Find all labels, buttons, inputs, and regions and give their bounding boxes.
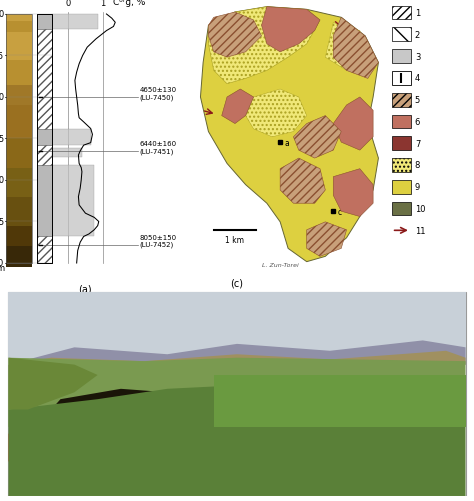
Text: 6440±160
(LU-7451): 6440±160 (LU-7451): [140, 141, 177, 154]
Polygon shape: [333, 18, 378, 79]
Text: 2.5: 2.5: [0, 217, 4, 226]
Polygon shape: [9, 358, 465, 427]
Polygon shape: [209, 13, 262, 58]
Title: (c): (c): [230, 278, 244, 288]
Polygon shape: [74, 406, 214, 427]
Bar: [392, 94, 411, 107]
Text: 8: 8: [415, 161, 420, 170]
Polygon shape: [9, 351, 465, 365]
Polygon shape: [333, 98, 373, 151]
Bar: [37, 15, 52, 30]
Polygon shape: [246, 90, 307, 138]
Bar: [392, 137, 411, 151]
Polygon shape: [9, 386, 465, 496]
Polygon shape: [51, 389, 228, 427]
Text: 1.5: 1.5: [0, 135, 4, 144]
Text: L. Zun-Torei: L. Zun-Torei: [262, 263, 299, 268]
Polygon shape: [325, 24, 368, 71]
Polygon shape: [9, 358, 98, 410]
Bar: [392, 50, 411, 64]
Text: 0.5: 0.5: [0, 52, 4, 61]
Polygon shape: [222, 90, 254, 124]
Text: 7: 7: [415, 139, 420, 148]
Bar: [7, 33, 32, 61]
Bar: [7, 226, 32, 247]
Bar: [7, 106, 32, 139]
Bar: [7, 85, 32, 106]
Bar: [392, 115, 411, 129]
Bar: [7, 15, 32, 22]
Bar: [52, 149, 82, 157]
Text: c: c: [337, 207, 341, 216]
Bar: [392, 72, 411, 86]
Text: a: a: [284, 138, 289, 147]
Bar: [52, 15, 98, 30]
Polygon shape: [333, 169, 373, 217]
Bar: [392, 7, 411, 21]
Bar: [7, 168, 32, 197]
Polygon shape: [293, 116, 341, 159]
Bar: [37, 15, 52, 264]
Text: 3: 3: [415, 53, 420, 62]
Bar: [7, 22, 32, 33]
Bar: [9, 293, 465, 365]
Text: 6: 6: [415, 118, 420, 127]
Bar: [7, 197, 32, 226]
Text: 10: 10: [415, 204, 425, 213]
Polygon shape: [214, 375, 465, 427]
Text: 8050±150
(LU-7452): 8050±150 (LU-7452): [140, 234, 177, 248]
Polygon shape: [280, 159, 325, 204]
Bar: [52, 166, 94, 237]
Text: 1 km: 1 km: [226, 235, 245, 244]
Text: 11: 11: [415, 226, 425, 235]
Text: 1.0: 1.0: [0, 93, 4, 102]
Bar: [392, 159, 411, 172]
Text: Cᵒʳɡ, %: Cᵒʳɡ, %: [113, 0, 146, 7]
Bar: [37, 129, 52, 146]
Bar: [392, 180, 411, 194]
Text: 4650±130
(LU-7450): 4650±130 (LU-7450): [140, 87, 177, 100]
Bar: [7, 139, 32, 168]
Text: 1: 1: [415, 9, 420, 18]
Text: 2: 2: [415, 31, 420, 40]
Bar: [392, 202, 411, 216]
Text: 2.0: 2.0: [0, 176, 4, 185]
Text: 0: 0: [0, 11, 4, 20]
Polygon shape: [201, 8, 378, 262]
Text: 4: 4: [415, 74, 420, 83]
Text: 0: 0: [65, 0, 71, 9]
Text: m: m: [0, 263, 4, 272]
Bar: [392, 29, 411, 42]
Text: 1: 1: [100, 0, 106, 9]
Bar: [7, 61, 32, 85]
Text: 9: 9: [415, 183, 420, 192]
Polygon shape: [209, 8, 320, 85]
Bar: [7, 15, 32, 264]
Text: (b): (b): [281, 13, 295, 23]
Bar: [37, 15, 52, 264]
Polygon shape: [9, 341, 465, 365]
Polygon shape: [262, 8, 320, 53]
Text: (a): (a): [79, 284, 92, 294]
Bar: [37, 166, 52, 237]
Bar: [7, 247, 32, 268]
Polygon shape: [9, 420, 74, 461]
Text: 5: 5: [415, 96, 420, 105]
Polygon shape: [307, 222, 346, 257]
Bar: [52, 129, 91, 146]
Text: 3.0: 3.0: [0, 259, 4, 268]
